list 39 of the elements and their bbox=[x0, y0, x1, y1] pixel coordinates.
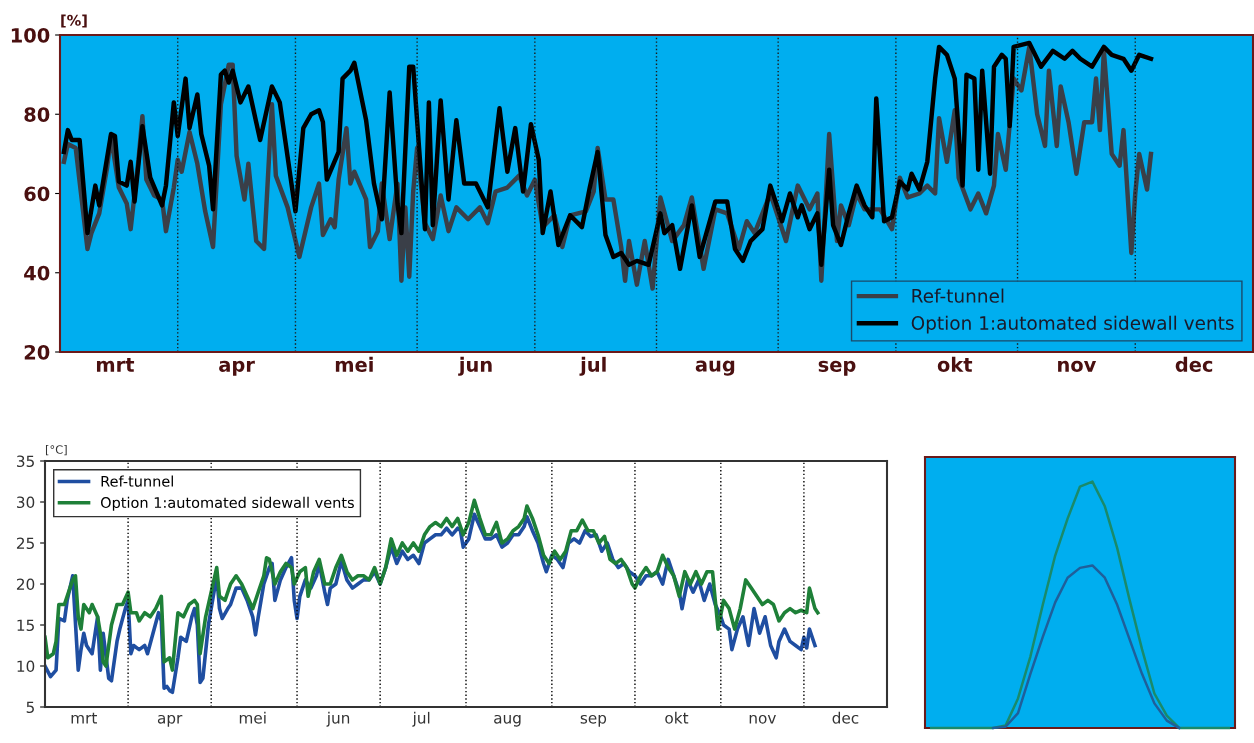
x-tick-label: mei bbox=[335, 356, 373, 372]
x-tick-label: okt bbox=[665, 711, 689, 724]
legend-label: Ref-tunnel bbox=[912, 288, 1004, 303]
x-tick-label: dec bbox=[832, 711, 859, 724]
x-tick-label: apr bbox=[157, 714, 183, 727]
x-tick-label: mrt bbox=[96, 357, 135, 372]
x-tick-label: jul bbox=[579, 356, 606, 376]
legend-label: Ref-tunnel bbox=[101, 475, 173, 487]
y-tick-label: 15 bbox=[17, 619, 34, 632]
y-axis-title: [°C] bbox=[45, 444, 67, 456]
y-tick-label: 35 bbox=[17, 455, 34, 468]
x-tick-label: aug bbox=[695, 360, 735, 376]
y-tick-label: 25 bbox=[16, 537, 34, 550]
x-tick-label: dec bbox=[1175, 356, 1213, 372]
x-tick-label: mei bbox=[239, 711, 266, 724]
y-tick-label: 30 bbox=[17, 496, 35, 509]
line-series bbox=[45, 498, 820, 672]
legend-label: Option 1:automated sidewall vents bbox=[911, 315, 1234, 334]
y-tick-label: 10 bbox=[17, 660, 35, 673]
x-tick-label: mrt bbox=[71, 712, 97, 724]
x-tick-label: jul bbox=[412, 711, 430, 727]
x-tick-label: nov bbox=[1058, 360, 1097, 372]
legend-label: Option 1:automated sidewall vents bbox=[100, 496, 354, 511]
y-tick-label: 20 bbox=[16, 578, 35, 591]
x-tick-label: sep bbox=[580, 714, 607, 727]
x-tick-label: aug bbox=[494, 714, 521, 727]
y-tick-label: 80 bbox=[24, 107, 50, 122]
y-tick-label: 40 bbox=[24, 265, 50, 281]
y-tick-label: 100 bbox=[11, 27, 50, 43]
x-tick-label: jun bbox=[458, 356, 492, 376]
y-tick-label: 5 bbox=[26, 701, 34, 714]
x-tick-label: sep bbox=[818, 360, 856, 376]
y-tick-label: 60 bbox=[24, 186, 50, 202]
x-tick-label: apr bbox=[219, 360, 255, 376]
x-tick-label: okt bbox=[937, 356, 973, 372]
x-tick-label: nov bbox=[749, 714, 776, 724]
y-tick-label: 20 bbox=[24, 344, 50, 360]
x-tick-label: jun bbox=[326, 711, 350, 727]
y-axis-title: [%] bbox=[61, 14, 87, 28]
